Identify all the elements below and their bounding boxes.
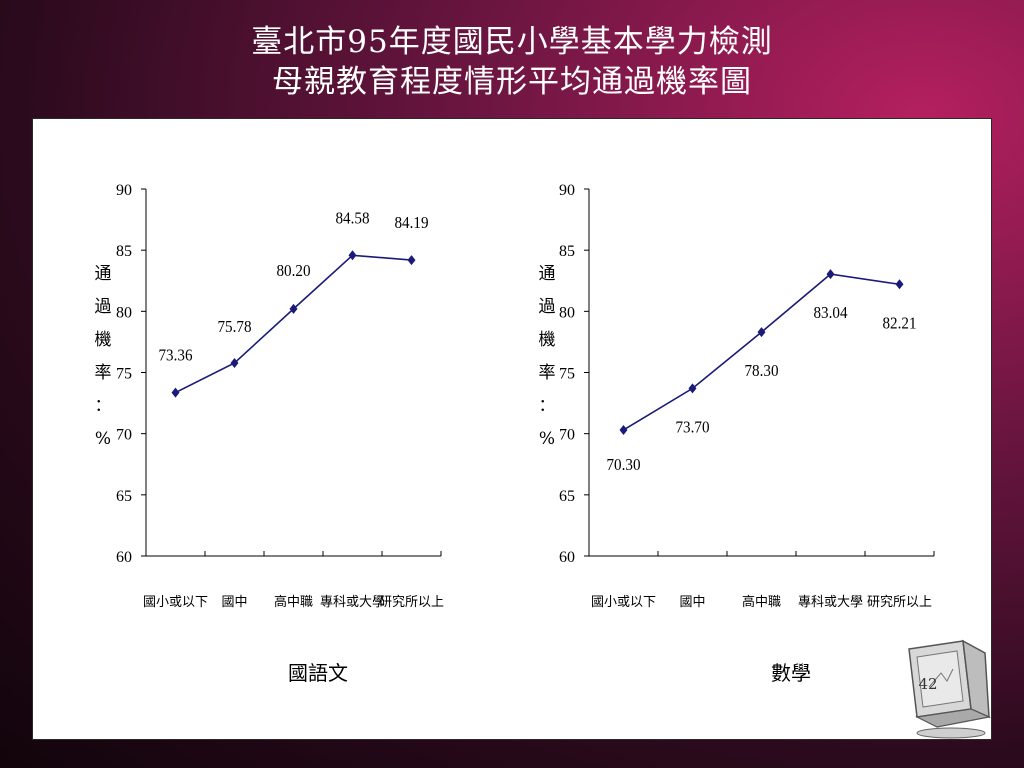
data-label: 75.78 bbox=[218, 317, 252, 336]
y-tick-label: 90 bbox=[559, 182, 575, 199]
data-point-marker bbox=[230, 357, 239, 368]
series-line bbox=[623, 273, 900, 431]
data-label: 82.21 bbox=[883, 313, 917, 332]
y-axis-label-char: % bbox=[95, 429, 111, 449]
data-point-marker bbox=[826, 269, 835, 280]
chart-1: 60 65 70 75 80 85 90 國小或以下 國中 高中職 專科或大學 研究所以上 通過機率 ：%… bbox=[539, 182, 935, 610]
y-tick-label: 85 bbox=[116, 243, 132, 260]
y-tick-label: 70 bbox=[116, 427, 132, 444]
x-tick-label: 高中職 bbox=[274, 594, 313, 610]
data-point-marker bbox=[757, 327, 766, 338]
y-tick-label: 90 bbox=[116, 182, 132, 199]
y-tick-label: 75 bbox=[559, 366, 575, 383]
data-point-marker bbox=[619, 424, 628, 435]
data-label: 83.04 bbox=[814, 303, 848, 322]
data-label: 70.30 bbox=[607, 455, 641, 474]
data-label: 84.58 bbox=[336, 208, 370, 227]
data-point-marker bbox=[895, 279, 904, 290]
data-label: 80.20 bbox=[277, 261, 311, 280]
title-line-2: 母親教育程度情形平均通過機率圖 bbox=[272, 64, 752, 100]
y-axis-label-char: 率 bbox=[95, 363, 112, 383]
x-tick-label: 國中 bbox=[679, 595, 705, 610]
y-axis-label-char: % bbox=[539, 429, 555, 449]
page-number: 42 bbox=[918, 675, 938, 693]
x-tick-label: 研究所以上 bbox=[867, 595, 932, 610]
y-tick-label: 60 bbox=[559, 549, 575, 566]
y-axis-label-char: 過 bbox=[539, 297, 556, 317]
y-axis-label-char: 機 bbox=[539, 330, 556, 350]
data-label: 84.19 bbox=[395, 213, 429, 232]
data-point-marker bbox=[289, 303, 298, 314]
x-tick-label: 高中職 bbox=[742, 594, 781, 610]
x-tick-label: 國中 bbox=[221, 595, 247, 610]
x-tick-label: 國小或以下 bbox=[143, 595, 208, 610]
computer-monitor-icon bbox=[908, 639, 991, 739]
chart-caption-math: 數學 bbox=[771, 661, 811, 685]
y-tick-label: 70 bbox=[559, 427, 575, 444]
data-point-marker bbox=[407, 255, 416, 266]
y-axis-label-char: 過 bbox=[95, 297, 112, 317]
chart-caption-chinese: 國語文 bbox=[288, 661, 348, 685]
y-tick-label: 65 bbox=[559, 488, 575, 505]
y-axis-label-char: 率 bbox=[539, 363, 556, 383]
slide-title: 臺北市95年度國民小學基本學力檢測 母親教育程度情形平均通過機率圖 bbox=[0, 22, 1024, 102]
data-label: 73.70 bbox=[676, 417, 710, 436]
y-axis-label-char: ： bbox=[539, 396, 556, 416]
chart-panel: 60 65 70 75 80 85 90 國小或以下 國中 高中職 專科或大學 研究所以上通過機率：%… bbox=[32, 118, 992, 740]
y-axis-label-char: 通 bbox=[539, 264, 556, 284]
y-tick-label: 75 bbox=[116, 366, 132, 383]
x-tick-label: 研究所以上 bbox=[379, 595, 444, 610]
x-tick-label: 國小或以下 bbox=[591, 595, 656, 610]
y-axis-label-char: ： bbox=[95, 396, 112, 416]
data-label: 73.36 bbox=[159, 346, 193, 365]
y-axis-label-char: 機 bbox=[95, 330, 112, 350]
data-point-marker bbox=[688, 383, 697, 394]
title-line-1: 臺北市95年度國民小學基本學力檢測 bbox=[251, 24, 773, 60]
y-tick-label: 60 bbox=[116, 549, 132, 566]
y-axis-label-char: 通 bbox=[95, 264, 112, 284]
data-point-marker bbox=[171, 387, 180, 398]
x-tick-label: 專科或大學 bbox=[320, 595, 385, 610]
y-tick-label: 65 bbox=[116, 488, 132, 505]
y-tick-label: 85 bbox=[559, 243, 575, 260]
data-label: 78.30 bbox=[745, 361, 779, 380]
y-tick-label: 80 bbox=[559, 304, 575, 321]
data-point-marker bbox=[348, 250, 357, 261]
y-tick-label: 80 bbox=[116, 304, 132, 321]
x-tick-label: 專科或大學 bbox=[798, 595, 863, 610]
